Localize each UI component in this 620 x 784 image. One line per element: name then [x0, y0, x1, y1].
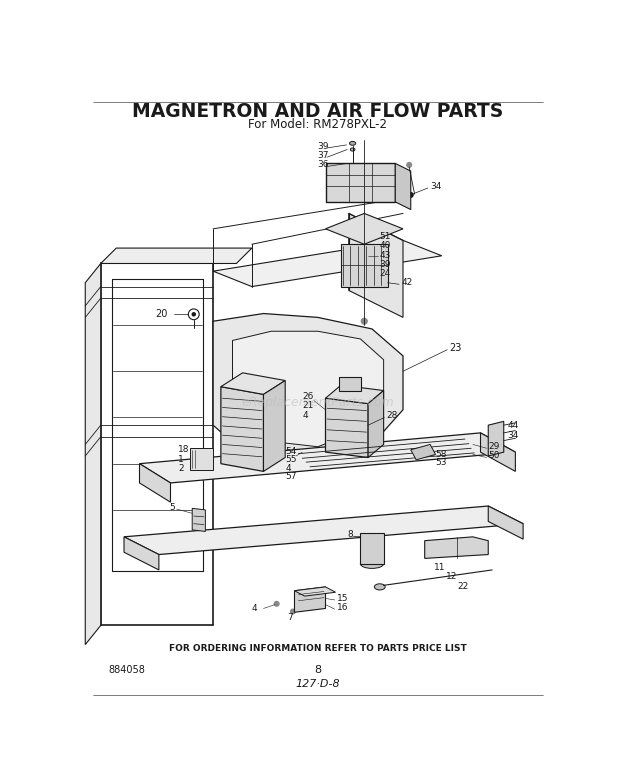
- Ellipse shape: [357, 224, 371, 234]
- Polygon shape: [140, 463, 170, 503]
- Text: 1: 1: [179, 455, 184, 463]
- Text: 15: 15: [337, 594, 348, 603]
- Text: 51: 51: [379, 232, 391, 241]
- Polygon shape: [326, 213, 403, 245]
- Text: 53: 53: [435, 459, 447, 467]
- Text: 28: 28: [386, 412, 397, 420]
- Polygon shape: [368, 390, 384, 458]
- Text: 44: 44: [508, 421, 519, 430]
- Ellipse shape: [350, 141, 356, 145]
- Text: 8: 8: [347, 530, 353, 539]
- Polygon shape: [489, 506, 523, 539]
- Text: 34: 34: [508, 431, 519, 441]
- Polygon shape: [326, 163, 396, 202]
- Text: 37: 37: [317, 151, 329, 160]
- Polygon shape: [140, 433, 515, 483]
- Polygon shape: [232, 332, 384, 447]
- Circle shape: [275, 601, 279, 606]
- Text: 57: 57: [285, 472, 297, 481]
- Text: 34: 34: [430, 182, 441, 191]
- Text: 58: 58: [435, 450, 447, 459]
- Polygon shape: [221, 387, 264, 471]
- Text: MAGNETRON AND AIR FLOW PARTS: MAGNETRON AND AIR FLOW PARTS: [132, 101, 503, 121]
- Polygon shape: [190, 448, 213, 470]
- Text: 884058: 884058: [108, 665, 145, 675]
- Text: 39: 39: [379, 260, 391, 269]
- Text: 39: 39: [317, 142, 329, 151]
- Text: 4: 4: [303, 411, 308, 419]
- Text: 11: 11: [434, 563, 446, 572]
- Polygon shape: [264, 380, 285, 471]
- Text: 42: 42: [402, 278, 413, 287]
- Polygon shape: [213, 314, 403, 463]
- Text: 43: 43: [379, 251, 391, 260]
- Polygon shape: [213, 241, 441, 287]
- Polygon shape: [340, 377, 361, 390]
- Circle shape: [192, 313, 195, 316]
- Text: 50: 50: [489, 452, 500, 460]
- Polygon shape: [100, 248, 252, 263]
- Ellipse shape: [350, 148, 355, 151]
- Text: 40: 40: [379, 241, 391, 250]
- Text: 26: 26: [303, 392, 314, 401]
- Text: 20: 20: [155, 309, 167, 318]
- Polygon shape: [396, 163, 410, 209]
- Text: 4: 4: [252, 604, 257, 613]
- Circle shape: [409, 193, 413, 198]
- Polygon shape: [480, 433, 515, 471]
- Text: eReplacementParts.com: eReplacementParts.com: [241, 396, 394, 408]
- Text: 55: 55: [285, 456, 297, 464]
- Ellipse shape: [374, 584, 385, 590]
- Ellipse shape: [340, 374, 361, 381]
- Polygon shape: [221, 373, 285, 394]
- Ellipse shape: [360, 528, 384, 538]
- Polygon shape: [348, 213, 403, 318]
- Text: 2: 2: [179, 464, 184, 473]
- Text: 5: 5: [169, 503, 175, 512]
- Text: 36: 36: [317, 161, 329, 169]
- Text: 127·D-8: 127·D-8: [296, 679, 340, 689]
- Text: 16: 16: [337, 603, 348, 612]
- Polygon shape: [294, 587, 326, 612]
- Text: 29: 29: [489, 442, 500, 452]
- Circle shape: [361, 318, 367, 325]
- Polygon shape: [124, 506, 523, 554]
- Text: 22: 22: [458, 582, 469, 590]
- Polygon shape: [326, 398, 368, 458]
- Polygon shape: [124, 537, 159, 570]
- Polygon shape: [360, 533, 384, 564]
- Text: 24: 24: [379, 269, 391, 278]
- Polygon shape: [326, 385, 384, 404]
- Text: For Model: RM278PXL-2: For Model: RM278PXL-2: [248, 118, 388, 132]
- Text: 12: 12: [446, 572, 457, 582]
- Polygon shape: [410, 445, 435, 460]
- Text: 8: 8: [314, 665, 321, 675]
- Polygon shape: [425, 537, 489, 558]
- Circle shape: [291, 609, 295, 614]
- Polygon shape: [294, 587, 335, 596]
- Ellipse shape: [360, 559, 384, 568]
- Circle shape: [407, 162, 412, 167]
- Polygon shape: [86, 263, 100, 644]
- Polygon shape: [489, 421, 503, 456]
- Text: 23: 23: [450, 343, 462, 353]
- Text: FOR ORDERING INFORMATION REFER TO PARTS PRICE LIST: FOR ORDERING INFORMATION REFER TO PARTS …: [169, 644, 467, 653]
- Text: 4: 4: [285, 464, 291, 473]
- Polygon shape: [192, 508, 205, 532]
- Text: 21: 21: [303, 401, 314, 411]
- Polygon shape: [341, 245, 388, 287]
- Text: 18: 18: [179, 445, 190, 454]
- Text: 7: 7: [286, 613, 293, 622]
- Text: 54: 54: [285, 447, 296, 456]
